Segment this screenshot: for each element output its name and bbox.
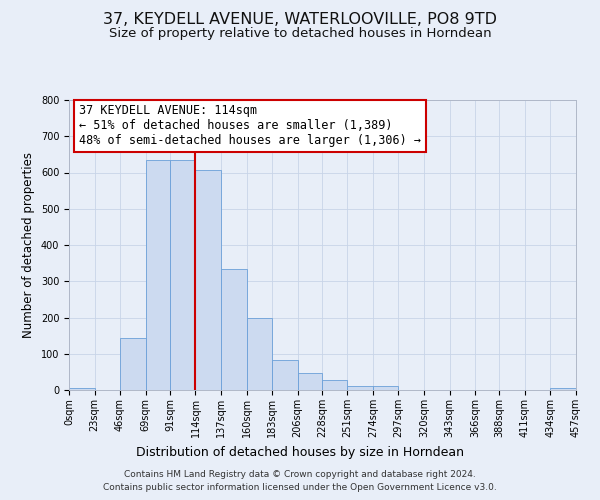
Bar — [120, 338, 146, 390]
Bar — [347, 386, 373, 390]
Text: 37 KEYDELL AVENUE: 114sqm
← 51% of detached houses are smaller (1,389)
48% of se: 37 KEYDELL AVENUE: 114sqm ← 51% of detac… — [79, 104, 421, 148]
Bar — [247, 318, 272, 390]
Text: Contains HM Land Registry data © Crown copyright and database right 2024.
Contai: Contains HM Land Registry data © Crown c… — [103, 470, 497, 492]
Text: Size of property relative to detached houses in Horndean: Size of property relative to detached ho… — [109, 28, 491, 40]
Y-axis label: Number of detached properties: Number of detached properties — [22, 152, 35, 338]
Bar — [221, 270, 247, 390]
Text: Distribution of detached houses by size in Horndean: Distribution of detached houses by size … — [136, 446, 464, 459]
Bar — [69, 388, 95, 390]
Bar — [272, 360, 298, 390]
Bar — [298, 373, 322, 390]
Text: 37, KEYDELL AVENUE, WATERLOOVILLE, PO8 9TD: 37, KEYDELL AVENUE, WATERLOOVILLE, PO8 9… — [103, 12, 497, 28]
Bar — [170, 160, 196, 390]
Bar — [146, 160, 170, 390]
Bar — [322, 380, 347, 390]
Bar — [196, 170, 221, 390]
Bar — [550, 388, 576, 390]
Bar — [373, 386, 398, 390]
